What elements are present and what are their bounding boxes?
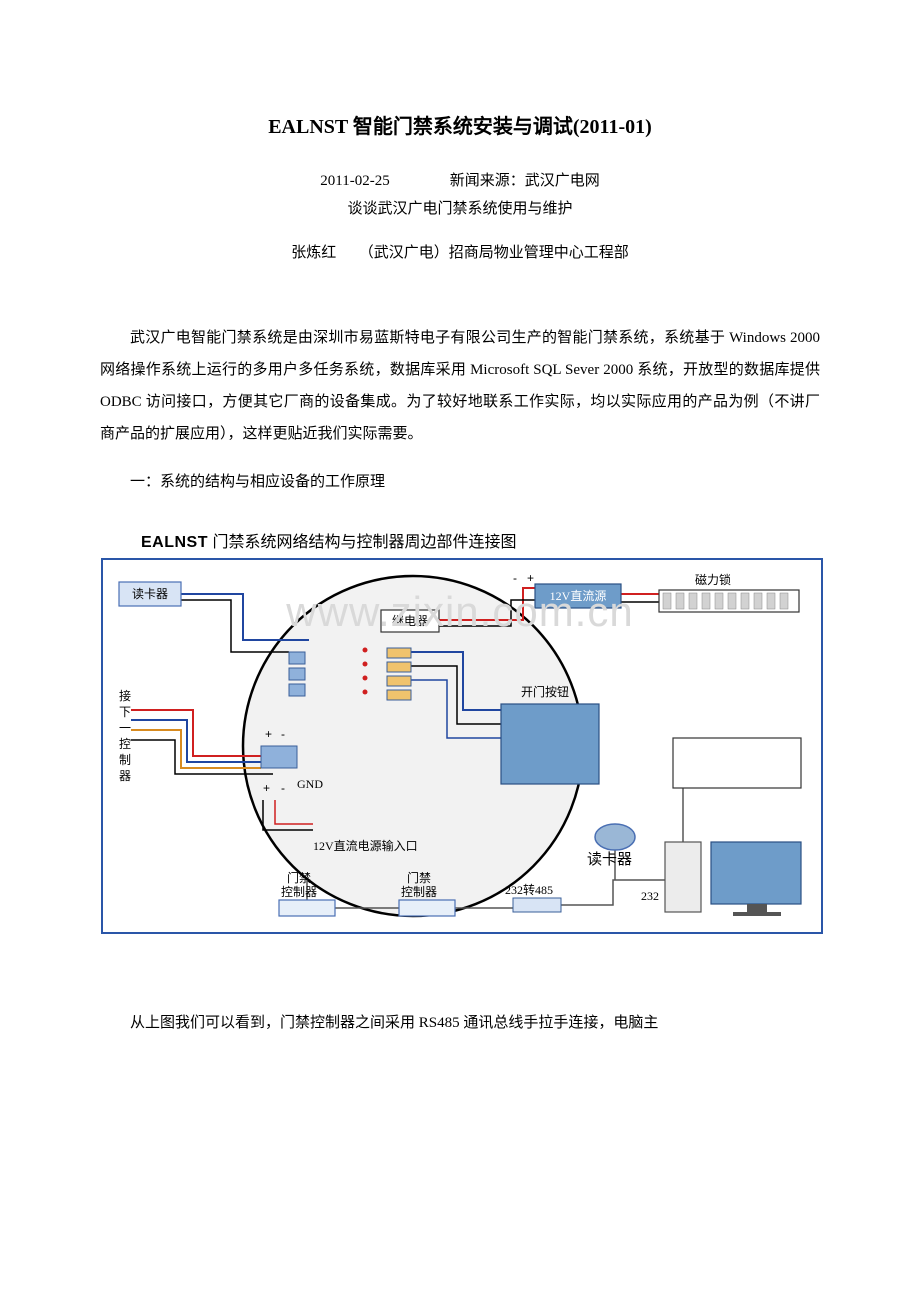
svg-text:GND: GND [297, 777, 323, 791]
footer-text: 从上图我们可以看到，门禁控制器之间采用 RS485 通讯总线手拉手连接，电脑主 [100, 1007, 820, 1039]
svg-text:器: 器 [119, 769, 131, 783]
subtitle: 谈谈武汉广电门禁系统使用与维护 [100, 195, 820, 223]
diagram-brand: EALNST [141, 534, 208, 551]
svg-text:下: 下 [119, 705, 131, 719]
svg-text:门禁: 门禁 [287, 870, 311, 885]
svg-text:-: - [281, 781, 285, 795]
svg-text:-: - [513, 571, 517, 585]
svg-text:读卡器: 读卡器 [132, 587, 168, 601]
diagram-title-rest: 门禁系统网络结构与控制器周边部件连接图 [208, 534, 516, 551]
author-line: 张炼红 （武汉广电）招商局物业管理中心工程部 [100, 241, 820, 262]
section-1-heading: 一：系统的结构与相应设备的工作原理 [100, 466, 820, 498]
svg-text:开门按钮: 开门按钮 [521, 684, 569, 699]
meta-line: 2011-02-25 新闻来源：武汉广电网 [100, 167, 820, 195]
svg-text:制: 制 [119, 753, 131, 767]
svg-text:+: + [265, 727, 272, 741]
svg-text:12V直流源: 12V直流源 [550, 589, 607, 603]
intro-paragraph: 武汉广电智能门禁系统是由深圳市易蓝斯特电子有限公司生产的智能门禁系统，系统基于 … [100, 322, 820, 450]
svg-text:接: 接 [119, 688, 131, 703]
svg-text:控制器: 控制器 [281, 885, 317, 899]
network-diagram: 读卡器继电器12V直流源磁力锁开门按钮接下一控制器GND12V直流电源输入口门禁… [101, 558, 823, 934]
page-title: EALNST 智能门禁系统安装与调试(2011-01) [100, 110, 820, 139]
svg-text:12V直流电源输入口: 12V直流电源输入口 [313, 838, 418, 853]
svg-text:读卡器: 读卡器 [587, 851, 632, 868]
diagram-container: EALNST 门禁系统网络结构与控制器周边部件连接图 读卡器继电器12V直流源磁… [101, 528, 819, 939]
svg-text:232转485: 232转485 [505, 882, 553, 897]
document-page: EALNST 智能门禁系统安装与调试(2011-01) 2011-02-25 新… [0, 0, 920, 1302]
diagram-title: EALNST 门禁系统网络结构与控制器周边部件连接图 [101, 528, 819, 552]
svg-text:门禁: 门禁 [407, 870, 431, 885]
svg-text:一: 一 [119, 721, 131, 735]
svg-text:控: 控 [119, 737, 131, 751]
svg-text:+: + [527, 571, 534, 585]
svg-text:继电器: 继电器 [392, 614, 428, 628]
svg-text:-: - [281, 727, 285, 741]
footer-paragraph: 从上图我们可以看到，门禁控制器之间采用 RS485 通讯总线手拉手连接，电脑主 [100, 1007, 820, 1039]
svg-text:磁力锁: 磁力锁 [695, 572, 731, 587]
svg-text:+: + [263, 781, 270, 795]
body-text: 武汉广电智能门禁系统是由深圳市易蓝斯特电子有限公司生产的智能门禁系统，系统基于 … [100, 322, 820, 498]
svg-text:232: 232 [641, 889, 659, 903]
svg-text:控制器: 控制器 [401, 885, 437, 899]
